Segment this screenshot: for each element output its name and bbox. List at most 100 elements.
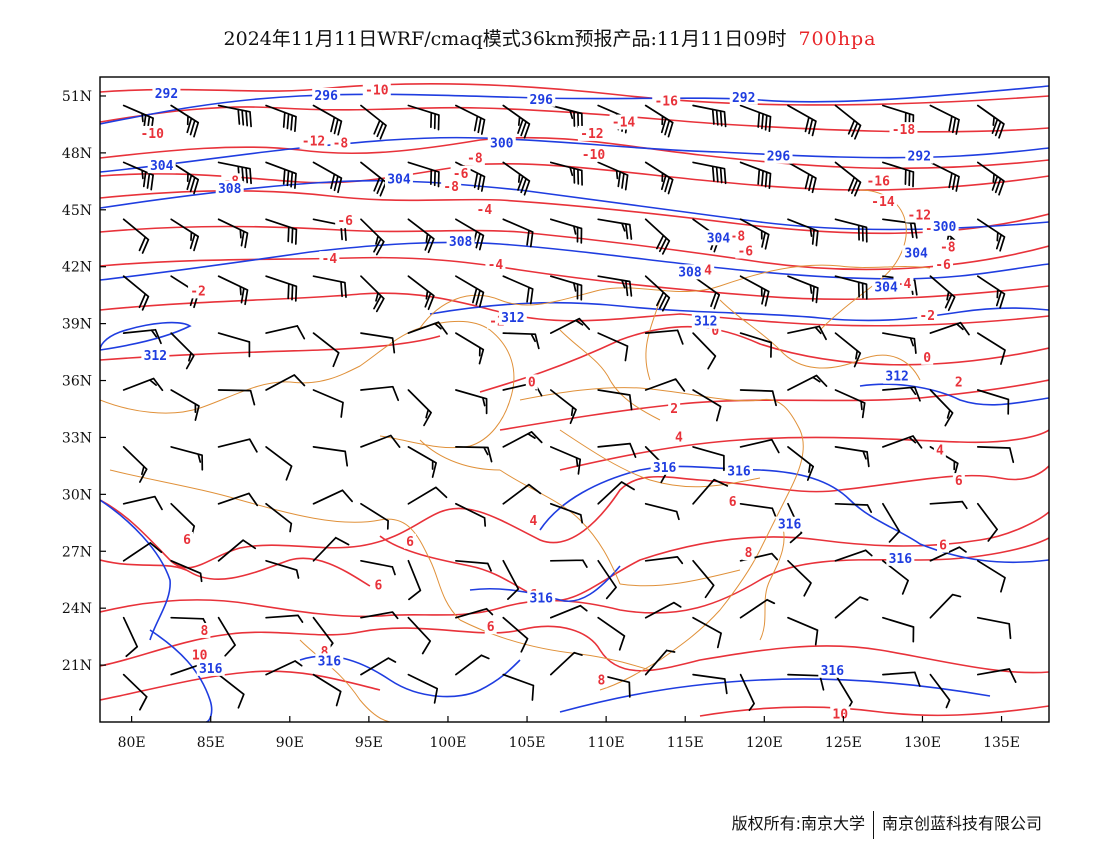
wind-barb (976, 559, 1006, 593)
contour-label-bg (312, 87, 341, 103)
temperature-contour-label: -16 (654, 95, 678, 110)
contour-label-bg (595, 672, 608, 688)
height-contour-label: 300 (490, 136, 514, 151)
wind-barb (976, 218, 1006, 252)
temperature-contour-label: 4 (529, 514, 537, 529)
wind-barb (217, 161, 252, 185)
wind-barb (929, 161, 960, 192)
wind-barb (502, 483, 542, 505)
wind-barb (407, 321, 448, 335)
wind-barb (834, 446, 870, 468)
wind-barb (122, 616, 139, 658)
contour-label-bg (735, 243, 756, 259)
contour-label-bg (485, 256, 506, 272)
wind-barb (644, 601, 682, 619)
lat-tick-label: 27N (62, 544, 92, 560)
wind-barb (170, 332, 195, 370)
wind-barb (739, 598, 776, 619)
height-contour-label: 316 (821, 664, 845, 679)
contour-label-bg (450, 165, 471, 181)
country-province-borders (100, 189, 931, 722)
wind-barb (502, 104, 531, 139)
wind-barb (122, 495, 163, 511)
wind-barb (976, 446, 1015, 464)
wind-barb (976, 502, 998, 542)
wind-barb (882, 435, 923, 449)
wind-barb (644, 378, 686, 392)
wind-barb (455, 654, 490, 676)
wind-barb (312, 489, 353, 505)
wind-barb (597, 389, 633, 411)
height-contour-label: 300 (933, 220, 957, 235)
wind-barb (787, 446, 815, 481)
wind-barb (170, 161, 200, 195)
temperature-contour-label: -12 (302, 135, 325, 150)
wind-barb (265, 614, 304, 623)
lat-tick-label: 39N (62, 317, 92, 333)
contour-label-bg (818, 662, 847, 678)
copyright-owner: 版权所有:南京大学 (731, 814, 865, 833)
wind-barb (122, 673, 148, 711)
footer-separator (872, 810, 874, 839)
longitude-axis: 80E 85E 90E 95E 100E 105E 110E 115E 120E 125E 130E… (118, 716, 1020, 751)
wind-barb (549, 559, 588, 568)
wind-barb (597, 218, 633, 240)
contour-label-bg (917, 308, 938, 324)
contour-label-bg (138, 125, 167, 141)
lon-tick-label: 85E (197, 735, 225, 751)
wind-barb (597, 559, 617, 600)
contour-label-bg (930, 218, 959, 234)
contour-label-bg (652, 93, 681, 109)
wind-barb (644, 218, 671, 255)
temperature-contour-label: 0 (923, 351, 931, 366)
temperature-contour-label: -2 (190, 284, 206, 299)
wind-barb (787, 275, 819, 304)
wind-barb (360, 611, 399, 620)
wind-barb (976, 275, 1006, 309)
wind-barb (217, 673, 245, 709)
wind-barb (265, 275, 298, 302)
temperature-contour-label: 8 (597, 673, 605, 688)
wind-barb (265, 104, 297, 133)
temperature-contour-label: -14 (612, 116, 636, 131)
wind-barb (644, 329, 684, 345)
height-contour-label: 304 (874, 281, 898, 296)
temperature-contour-label: 8 (745, 546, 753, 561)
contour-label-bg (764, 148, 793, 164)
wind-barb (739, 673, 755, 712)
wind-barb (170, 218, 200, 252)
temperature-contour-label: 6 (487, 620, 495, 635)
temperature-contour-label: -12 (908, 208, 931, 223)
temperature-contour-label: -6 (737, 245, 753, 260)
temperature-contour-label: -4 (322, 252, 338, 267)
wind-barb (265, 218, 298, 245)
temperature-contour-label: -6 (337, 214, 353, 229)
lat-tick-label: 36N (62, 374, 92, 390)
wind-barb (929, 389, 954, 427)
wind-barb (170, 502, 196, 535)
wind-barb (787, 104, 817, 137)
wind-barb (644, 104, 674, 138)
wind-barb (882, 502, 901, 543)
contour-label-bg (886, 550, 915, 566)
wind-barb (265, 660, 303, 676)
wind-barb (882, 616, 915, 643)
contour-label-bg (527, 590, 556, 606)
wind-barb (549, 446, 582, 475)
wind-barb (739, 332, 773, 358)
wind-barb (739, 161, 772, 189)
height-contour-label: 308 (678, 265, 702, 280)
wind-barb (407, 486, 448, 505)
wind-barb (360, 161, 387, 197)
height-contour-label: 308 (218, 182, 242, 197)
temperature-contour-label: 6 (729, 495, 737, 510)
temperature-contour-label: -14 (871, 195, 895, 210)
contour-label-bg (189, 647, 210, 663)
temperature-contour-label: -8 (730, 229, 746, 244)
height-contour-label: 316 (653, 461, 677, 476)
contour-label-bg (691, 313, 720, 329)
wind-barb (882, 218, 918, 239)
wind-barb (787, 325, 827, 341)
height-contour-label: 316 (199, 662, 223, 677)
contour-label-bg (196, 660, 225, 676)
